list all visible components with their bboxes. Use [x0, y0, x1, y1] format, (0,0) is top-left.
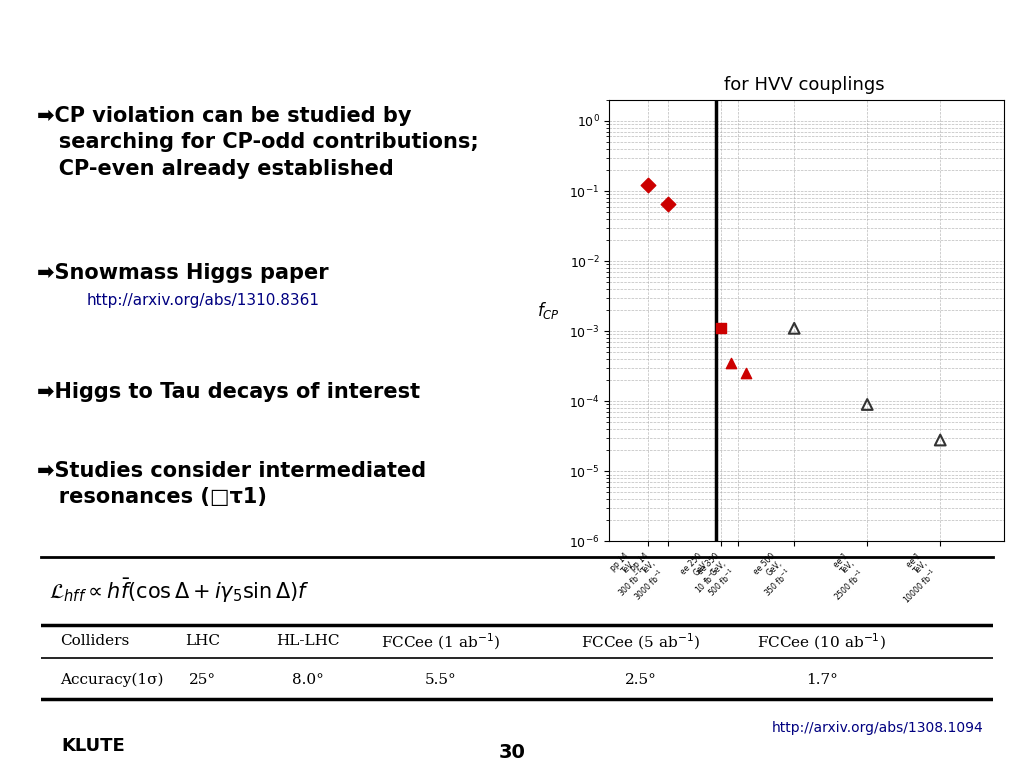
Text: $\mathcal{L}_{hff} \propto h\bar{f}(\cos\Delta + i\gamma_5 \sin\Delta)f$: $\mathcal{L}_{hff} \propto h\bar{f}(\cos…: [49, 578, 309, 605]
Text: LHC: LHC: [185, 634, 220, 648]
Point: [786, 322, 803, 334]
Text: FCCee (10 ab$^{-1}$): FCCee (10 ab$^{-1}$): [758, 631, 887, 651]
Text: ➡Higgs to Tau decays of interest: ➡Higgs to Tau decays of interest: [37, 382, 420, 402]
Text: 2.5°: 2.5°: [625, 673, 656, 687]
Text: FCCee (1 ab$^{-1}$): FCCee (1 ab$^{-1}$): [381, 631, 501, 651]
Text: CP Measurements: CP Measurements: [286, 23, 738, 65]
Point: [737, 367, 754, 379]
Text: Accuracy(1σ): Accuracy(1σ): [60, 673, 164, 687]
Text: HL-LHC: HL-LHC: [275, 634, 339, 648]
Text: http://arxiv.org/abs/1308.1094: http://arxiv.org/abs/1308.1094: [771, 721, 983, 735]
Text: ➡Studies consider intermediated
   resonances (□τ1): ➡Studies consider intermediated resonanc…: [37, 461, 426, 507]
Text: ➡Snowmass Higgs paper: ➡Snowmass Higgs paper: [37, 263, 329, 283]
Y-axis label: $f_{CP}$: $f_{CP}$: [537, 300, 560, 321]
Text: FCCee (5 ab$^{-1}$): FCCee (5 ab$^{-1}$): [582, 631, 700, 651]
Text: for HVV couplings: for HVV couplings: [724, 76, 884, 94]
Text: 1.7°: 1.7°: [806, 673, 838, 687]
Point: [723, 357, 739, 369]
Point: [659, 198, 676, 210]
Text: http://arxiv.org/abs/1310.8361: http://arxiv.org/abs/1310.8361: [87, 293, 319, 308]
Text: Colliders: Colliders: [60, 634, 129, 648]
Text: KLUTE: KLUTE: [61, 737, 125, 756]
Point: [713, 322, 729, 334]
Point: [859, 399, 876, 411]
Text: 25°: 25°: [189, 673, 216, 687]
Text: ➡CP violation can be studied by
   searching for CP-odd contributions;
   CP-eve: ➡CP violation can be studied by searchin…: [37, 106, 479, 179]
Text: 30: 30: [499, 743, 525, 762]
Point: [640, 179, 656, 191]
Text: 8.0°: 8.0°: [292, 673, 324, 687]
Point: [932, 434, 948, 446]
Text: 5.5°: 5.5°: [425, 673, 457, 687]
